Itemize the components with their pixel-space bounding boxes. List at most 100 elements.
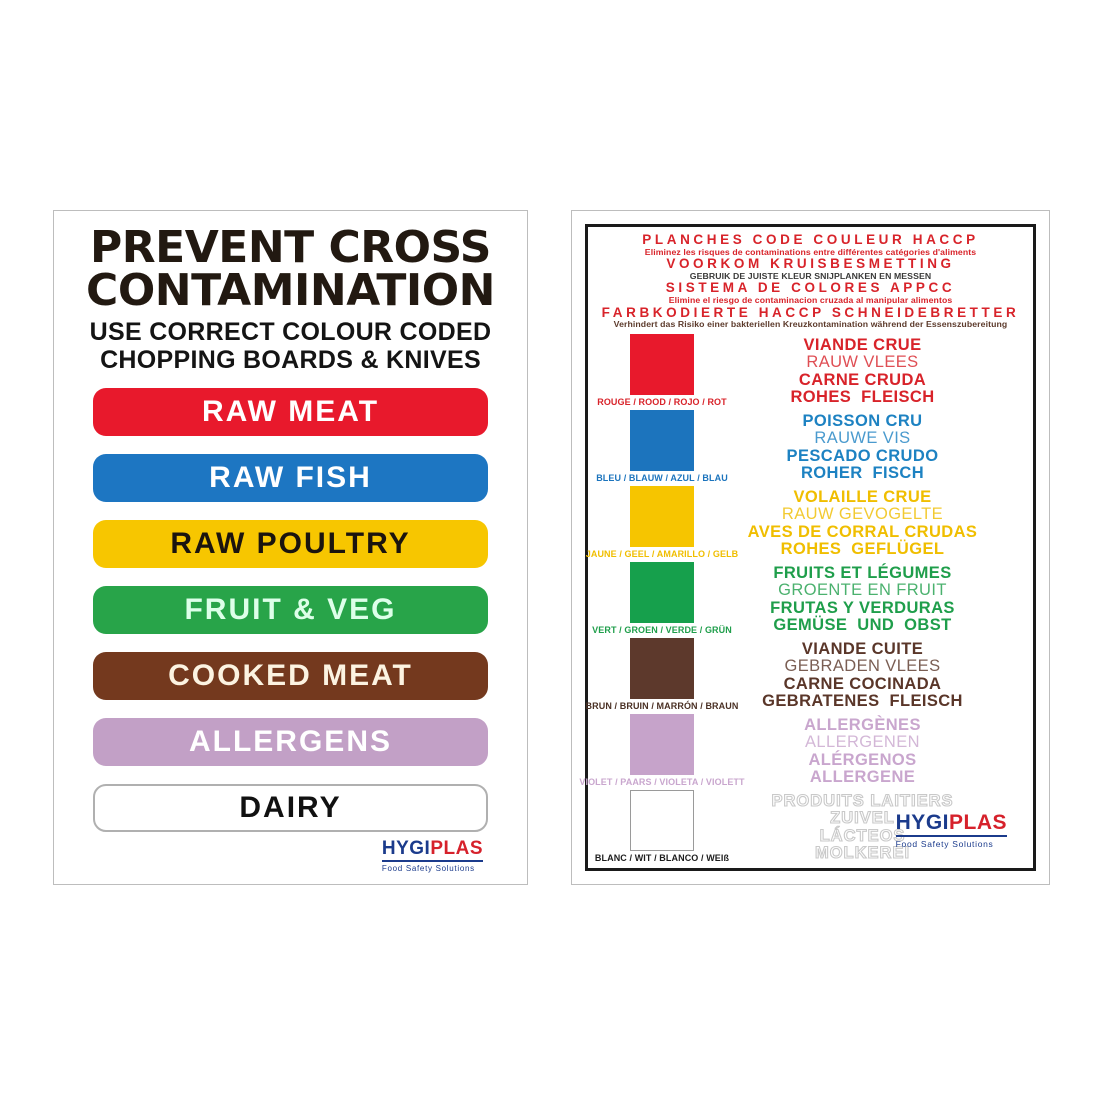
header-line: SISTEMA DE COLORES APPCC [665,280,956,296]
colour-bar-cooked-meat: COOKED MEAT [93,652,488,701]
colour-row: BLANC / WIT / BLANCO / WEIß PRODUITS LAIT… [592,789,1029,866]
row-label: CARNE CRUDA [798,370,927,389]
row-label: ZUIVEL [830,809,895,828]
right-poster-frame: PLANCHES CODE COULEUR HACCP Eliminez les … [579,224,1036,871]
logo-hygi-text: HYGI [895,811,949,834]
right-header: PLANCHES CODE COULEUR HACCP Eliminez les … [592,231,1029,330]
swatch-cell: BLANC / WIT / BLANCO / WEIß [592,789,732,866]
row-label: ALLERGENE [809,768,916,787]
header-line: VOORKOM KRUISBESMETTING [666,256,955,272]
colour-row: BLEU / BLAUW / AZUL / BLAU POISSON CRU RAU… [592,409,1029,486]
hygiplas-wordmark: HYGIPLAS [896,812,1007,833]
row-labels: PRODUITS LAITIERS ZUIVEL LÁCTEOS MOLKEREI [732,790,1029,866]
row-label: RAUW VLEES [806,353,919,372]
row-label: ROHER FISCH [800,464,925,483]
left-poster-title-line2: CONTAMINATION [86,265,495,317]
logo-tagline: Food Safety Solutions [381,864,475,873]
left-poster-title-line1: PREVENT CROSS [90,222,491,273]
colour-row: BRUN / BRUIN / MARRÓN / BRAUN VIANDE CUIT… [586,637,1029,714]
row-label: MOLKEREI [814,844,911,863]
colour-bar-fruit-veg: FRUIT & VEG [93,586,488,635]
row-label: RAUWE VIS [814,429,911,448]
hygiplas-logo: HYGIPLAS Food Safety Solutions [895,812,1007,849]
row-label: ROHES GEFLÜGEL [780,540,945,559]
colour-bar-raw-fish: RAW FISH [93,454,488,503]
row-label: POISSON CRU [802,411,923,430]
hygiplas-logo: HYGIPLAS Food Safety Solutions [381,839,483,873]
swatch-cell: JAUNE / GEEL / AMARILLO / GELB [586,485,738,562]
colour-swatch [630,789,694,851]
swatch-cell: BLEU / BLAUW / AZUL / BLAU [592,409,732,486]
row-label: FRUITS ET LÉGUMES [773,563,952,582]
row-label: VIANDE CUITE [801,639,924,658]
colour-row: ROUGE / ROOD / ROJO / ROT VIANDE CRUE RAUW… [592,333,1029,410]
row-label: GROENTE EN FRUIT [778,581,947,600]
row-label: GEMÜSE UND OBST [773,616,952,635]
colour-rows: ROUGE / ROOD / ROJO / ROT VIANDE CRUE RAUW… [579,333,1029,866]
row-label: AVES DE CORRAL CRUDAS [747,522,978,541]
colour-swatch [630,485,694,547]
logo-hygi-text: HYGI [381,838,431,859]
row-label: RAUW GEVOGELTE [781,505,944,524]
swatch-cell: BRUN / BRUIN / MARRÓN / BRAUN [586,637,738,714]
colour-row: JAUNE / GEEL / AMARILLO / GELB VOLAILLE C… [586,485,1029,562]
row-labels: POISSON CRU RAUWE VIS PESCADO CRUDO ROHER F… [732,410,1029,486]
right-poster: PLANCHES CODE COULEUR HACCP Eliminez les … [571,210,1050,885]
hygiplas-wordmark: HYGIPLAS [382,839,483,858]
left-poster-subtitle-line1: USE CORRECT COLOUR CODED [89,318,492,347]
swatch-caption: ROUGE / ROOD / ROJO / ROT [597,396,727,407]
row-label: VIANDE CRUE [803,335,922,354]
swatch-cell: VERT / GROEN / VERDE / GRÜN [592,561,732,638]
row-label: PESCADO CRUDO [786,446,939,465]
row-label: FRUTAS Y VERDURAS [770,598,955,617]
left-poster-subtitle-line2: CHOPPING BOARDS & KNIVES [100,345,481,374]
colour-bar-dairy: DAIRY [93,784,488,833]
row-label: ALLERGÈNES [804,715,921,734]
colour-row: VERT / GROEN / VERDE / GRÜN FRUITS ET LÉG… [592,561,1029,638]
row-label: ALÉRGENOS [808,750,917,769]
logo-rule [381,860,483,862]
colour-swatch [630,333,694,395]
swatch-caption: VIOLET / PAARS / VIOLETA / VIOLETT [579,776,745,787]
row-label: ROHES FLEISCH [790,388,935,407]
header-line: Elimine el riesgo de contaminacion cruza… [668,295,953,306]
row-labels: VIANDE CRUE RAUW VLEES CARNE CRUDA ROHES FL… [732,334,1029,410]
row-labels: ALLERGÈNES ALLERGENEN ALÉRGENOS ALLERGENE [732,714,1029,790]
row-label: LÁCTEOS [819,826,906,845]
logo-plas-text: PLAS [430,838,483,859]
swatch-caption: JAUNE / GEEL / AMARILLO / GELB [585,548,739,559]
row-label: VOLAILLE CRUE [793,487,932,506]
row-label: PRODUITS LAITIERS [771,791,954,810]
row-label: ALLERGENEN [805,733,920,752]
colour-swatch [630,637,694,699]
row-label: CARNE COCINADA [783,674,942,693]
logo-rule [895,835,1007,837]
swatch-caption: VERT / GROEN / VERDE / GRÜN [592,624,732,635]
colour-bar-allergens: ALLERGENS [93,718,488,767]
swatch-caption: BRUN / BRUIN / MARRÓN / BRAUN [585,700,739,711]
row-label: GEBRATENES FLEISCH [762,692,963,711]
colour-row: VIOLET / PAARS / VIOLETA / VIOLETT ALLERG… [579,713,1029,790]
colour-bar-raw-poultry: RAW POULTRY [93,520,488,569]
logo-plas-text: PLAS [948,811,1007,834]
colour-bar-raw-meat: RAW MEAT [93,388,488,437]
swatch-caption: BLEU / BLAUW / AZUL / BLAU [596,472,728,483]
colour-swatch [630,713,694,775]
header-line: PLANCHES CODE COULEUR HACCP [642,232,979,247]
header-line: Eliminez les risques de contaminations e… [644,246,977,257]
swatch-caption: BLANC / WIT / BLANCO / WEIß [594,852,730,863]
colour-bars: RAW MEAT RAW FISH RAW POULTRY FRUIT & VEG CO… [93,388,488,833]
swatch-cell: ROUGE / ROOD / ROJO / ROT [592,333,732,410]
row-labels: VIANDE CUITE GEBRADEN VLEES CARNE COCINADA… [732,638,1029,714]
colour-swatch [630,561,694,623]
row-labels: FRUITS ET LÉGUMES GROENTE EN FRUIT FRUTAS … [732,562,1029,638]
left-poster: PREVENT CROSS CONTAMINATION USE CORRECT … [53,210,528,885]
row-labels: VOLAILLE CRUE RAUW GEVOGELTE AVES DE CORRA… [732,486,1029,562]
colour-swatch [630,409,694,471]
row-label: GEBRADEN VLEES [784,657,941,676]
header-line: Verhindert das Risiko einer bakteriellen… [613,319,1008,330]
header-line: FARBKODIERTE HACCP SCHNEIDEBRETTER [601,304,1020,320]
logo-tagline: Food Safety Solutions [895,839,994,849]
swatch-cell: VIOLET / PAARS / VIOLETA / VIOLETT [579,713,745,790]
header-line: GEBRUIK DE JUISTE KLEUR SNIJPLANKEN EN M… [689,270,932,281]
